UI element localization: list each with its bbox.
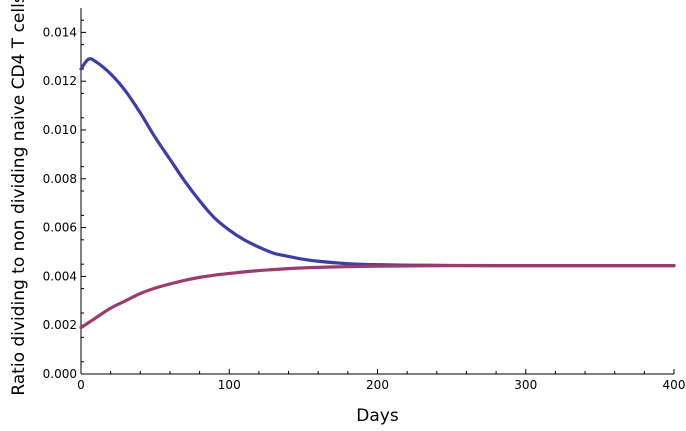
y-tick-label: 0.002 <box>43 318 77 332</box>
series-line-2 <box>79 264 676 330</box>
x-tick-label: 200 <box>366 378 389 392</box>
y-tick-label: 0.000 <box>43 367 77 381</box>
y-tick-label: 0.008 <box>43 172 77 186</box>
y-tick-label: 0.006 <box>43 221 77 235</box>
y-tick-label: 0.004 <box>43 269 77 283</box>
x-tick-label: 300 <box>514 378 537 392</box>
series-line-1 <box>79 57 676 268</box>
x-tick-label: 100 <box>218 378 241 392</box>
y-tick-label: 0.010 <box>43 123 77 137</box>
x-tick-label: 400 <box>663 378 686 392</box>
x-ticks: 0 100 200 300 400 <box>77 369 685 392</box>
axes <box>80 8 674 375</box>
y-ticks: 0.000 0.002 0.004 0.006 0.008 0.010 0.012 0.014 <box>43 19 86 381</box>
x-axis-title: Days <box>356 406 399 426</box>
series-layer <box>79 57 676 330</box>
y-tick-label: 0.014 <box>43 25 77 39</box>
x-tick-label: 0 <box>77 378 85 392</box>
y-axis-title: Ratio dividing to non dividing naive CD4… <box>9 0 29 396</box>
y-tick-label: 0.012 <box>43 74 77 88</box>
